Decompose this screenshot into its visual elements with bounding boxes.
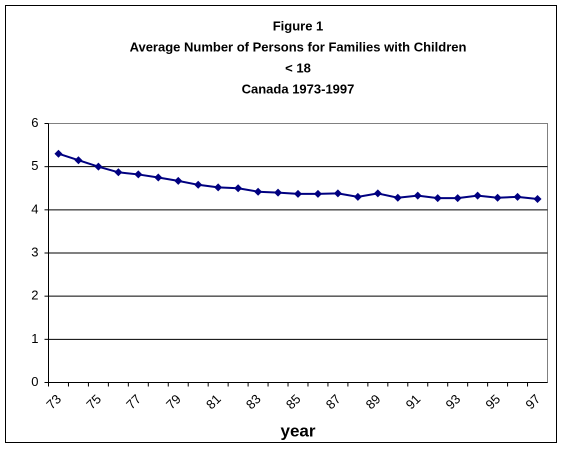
marker bbox=[353, 192, 362, 201]
marker bbox=[174, 176, 183, 185]
marker bbox=[154, 173, 163, 182]
marker bbox=[473, 191, 482, 200]
marker bbox=[533, 195, 542, 204]
marker bbox=[513, 192, 522, 201]
chart-title: Canada 1973-1997 bbox=[242, 81, 355, 96]
y-tick-label: 0 bbox=[31, 374, 38, 389]
marker bbox=[54, 149, 63, 158]
x-axis-label: year bbox=[281, 421, 316, 440]
marker bbox=[254, 187, 263, 196]
y-tick-label: 2 bbox=[31, 288, 38, 303]
marker bbox=[393, 193, 402, 202]
chart-title: Figure 1 bbox=[273, 18, 324, 33]
marker bbox=[214, 183, 223, 192]
y-tick-label: 1 bbox=[31, 331, 38, 346]
marker bbox=[114, 168, 123, 177]
y-tick-label: 3 bbox=[31, 244, 38, 259]
marker bbox=[373, 189, 382, 198]
marker bbox=[134, 170, 143, 179]
marker bbox=[274, 188, 283, 197]
marker bbox=[333, 189, 342, 198]
marker bbox=[234, 184, 243, 193]
marker bbox=[294, 189, 302, 198]
chart-title: Average Number of Persons for Families w… bbox=[130, 39, 467, 54]
y-tick-label: 4 bbox=[31, 201, 38, 216]
chart-title: < 18 bbox=[285, 60, 311, 75]
marker bbox=[313, 189, 322, 198]
y-tick-label: 5 bbox=[31, 158, 38, 173]
marker bbox=[194, 180, 203, 189]
marker bbox=[433, 194, 442, 203]
marker bbox=[94, 162, 103, 171]
marker bbox=[493, 193, 502, 202]
marker bbox=[74, 156, 83, 165]
marker bbox=[453, 194, 462, 203]
y-tick-label: 6 bbox=[31, 115, 38, 130]
marker bbox=[413, 191, 422, 200]
